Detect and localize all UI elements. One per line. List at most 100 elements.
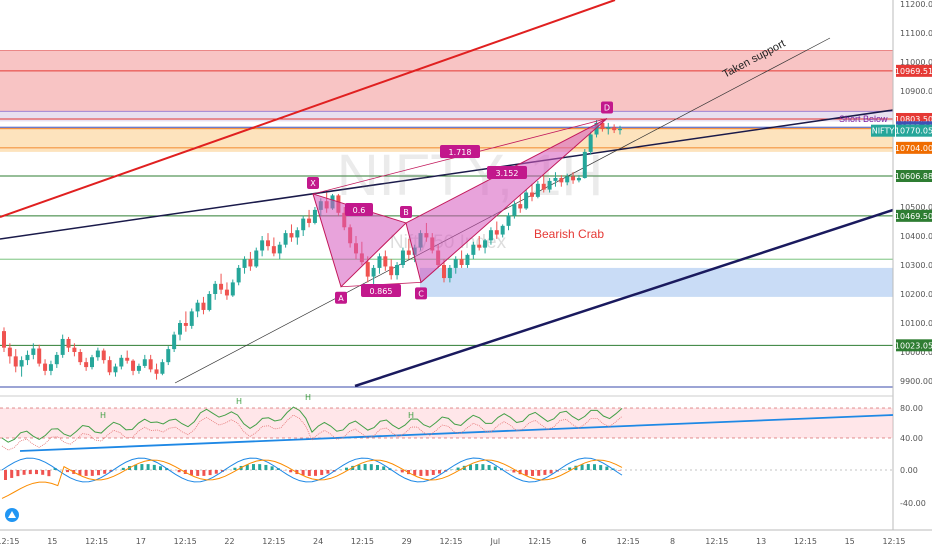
candle-body (365, 262, 370, 277)
osc1-tick-label: 40.00 (900, 434, 923, 443)
osc2-bar (543, 470, 547, 475)
candle-body (183, 323, 188, 326)
osc2-bar (400, 470, 404, 473)
price-tag-box (896, 339, 932, 352)
osc2-bar (140, 464, 144, 470)
osc2-bar (78, 470, 82, 476)
candle-body (395, 265, 400, 276)
logo-icon (5, 508, 19, 522)
osc2-bar (307, 470, 311, 476)
osc2-bar (28, 470, 32, 475)
osc2-bar (469, 464, 472, 470)
x-tick-label: 12:15 (174, 537, 197, 546)
candle-body (254, 250, 259, 267)
candle-body (148, 359, 153, 370)
candle-body (242, 259, 247, 268)
osc2-bar (103, 470, 107, 474)
osc2-bar (35, 470, 38, 475)
candle-body (136, 365, 141, 371)
osc2-bar (134, 464, 138, 470)
candle-body (618, 128, 622, 131)
x-tick-label: 22 (224, 537, 234, 546)
x-tick-label: Jul (489, 537, 500, 546)
price-tag-box (896, 141, 932, 154)
candle-body (400, 250, 405, 265)
candle-body (66, 338, 71, 348)
logo-icon-glyph (8, 511, 16, 518)
osc2-bar (41, 470, 45, 475)
pattern-ratio-box (345, 203, 373, 216)
osc2-bar (84, 470, 88, 476)
price-tag: 10704.00 (895, 141, 932, 154)
x-tick-label: 12:15 (528, 537, 551, 546)
osc2-bar (512, 470, 516, 473)
osc2-bar (289, 470, 293, 473)
trend-line-lower (354, 208, 894, 388)
osc2-bar (345, 467, 348, 470)
candle-body (113, 366, 118, 373)
candle-body (260, 240, 265, 251)
candle-body (312, 209, 317, 223)
candle-body (283, 233, 288, 245)
osc2-bar (159, 466, 162, 470)
x-tick-label: 13 (756, 537, 766, 546)
x-tick-label: 29 (402, 537, 412, 546)
y-tick-label: 11200.00 (900, 0, 932, 9)
candle-body (541, 183, 546, 190)
candle-body (506, 215, 511, 226)
y-tick-label: 10900.00 (900, 87, 932, 96)
pattern-point-box (415, 287, 427, 300)
candle-body (84, 362, 89, 368)
osc2-bar (487, 465, 491, 470)
pattern-point-box (335, 291, 347, 304)
candle-body (201, 302, 206, 310)
candle-body (512, 204, 517, 216)
pattern-point-c: C (415, 287, 427, 300)
candle-body (236, 267, 241, 283)
osc2-bar (314, 470, 317, 476)
y-tick-label: 9900.00 (900, 377, 932, 386)
osc2-bar (580, 464, 584, 470)
price-tag: 10606.88 (895, 170, 932, 183)
candle-body (289, 233, 294, 238)
candle-body (565, 176, 570, 183)
pattern-point-a: A (335, 291, 347, 304)
y-tick-label: 10100.00 (900, 319, 932, 328)
pattern-point-label: D (604, 104, 610, 113)
osc1-signal (1, 414, 623, 451)
pattern-point-label: C (418, 289, 424, 298)
y-tick-label: 10300.00 (900, 261, 932, 270)
osc1-mark: H (236, 397, 242, 406)
pattern-point-x: X (307, 176, 319, 189)
pattern-point-box (307, 176, 319, 189)
x-tick-label: 12:15 (85, 537, 108, 546)
candle-body (530, 192, 534, 197)
osc2-bar (382, 466, 386, 470)
candle-body (559, 178, 564, 183)
osc2-bar (264, 464, 268, 470)
price-tag-box (896, 209, 932, 222)
candle-body (582, 151, 587, 178)
candle-body (19, 360, 24, 367)
pattern-ratio: 0.865 (361, 284, 401, 297)
osc2-bar (258, 464, 262, 470)
osc2-bar (233, 467, 237, 470)
pattern-ratio-label: 0.865 (370, 287, 393, 296)
osc2-bar (549, 470, 553, 474)
osc1-tick-label: 80.00 (900, 404, 923, 413)
price-tag-label: 10969.51 (895, 67, 932, 76)
x-tick-label: 15 (47, 537, 57, 546)
osc2-bar (301, 470, 305, 476)
price-tag-box (896, 64, 932, 77)
x-tick-label: 12:15 (705, 537, 728, 546)
osc2-bar (109, 470, 113, 472)
osc2-bar (456, 467, 460, 470)
x-tick-label: 12:15 (882, 537, 905, 546)
osc2-bar (524, 470, 528, 476)
candle-body (166, 349, 171, 363)
osc2-bar (320, 470, 324, 476)
candle-body (125, 357, 130, 361)
osc2-bar (568, 467, 572, 470)
